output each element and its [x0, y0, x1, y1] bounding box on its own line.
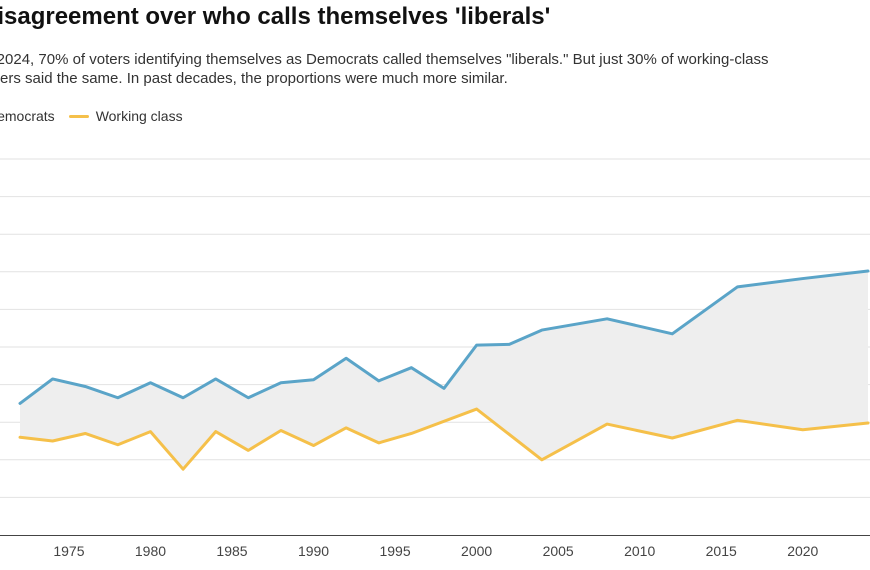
x-tick-label-2020: 2020 [787, 543, 818, 559]
x-tick-label-1975: 1975 [53, 543, 84, 559]
series-lines [18, 269, 870, 471]
x-tick-label-2000: 2000 [461, 543, 492, 559]
gap-band [20, 271, 868, 470]
legend-swatch-working-class [68, 114, 89, 118]
x-tick-label-2015: 2015 [706, 543, 737, 559]
series-line-democrats [18, 269, 870, 405]
x-tick-label-1980: 1980 [135, 543, 166, 559]
x-tick-label-1990: 1990 [298, 543, 329, 559]
subtitle-line-1: In 2024, 70% of voters identifying thems… [0, 51, 769, 68]
legend-item-working-class: Working class [68, 108, 183, 124]
x-tick-label-1985: 1985 [216, 543, 247, 559]
x-tick-label-2005: 2005 [543, 543, 574, 559]
legend-item-democrats: Democrats [0, 108, 55, 124]
legend-label-democrats: Democrats [0, 108, 55, 124]
subtitle-line-2: voters said the same. In past decades, t… [0, 70, 508, 87]
x-tick-label-2010: 2010 [624, 543, 655, 559]
series-line-working-class [18, 407, 870, 471]
chart-subtitle: In 2024, 70% of voters identifying thems… [0, 50, 870, 88]
x-tick-labels: 1975 1980 1985 1990 1995 2000 2005 2010 2015 2020 [53, 543, 818, 559]
chart-title: Disagreement over who calls themselves '… [0, 3, 551, 30]
x-tick-label-1995: 1995 [379, 543, 410, 559]
legend-label-working-class: Working class [95, 108, 183, 124]
chart-legend: Democrats Working class [0, 108, 197, 124]
